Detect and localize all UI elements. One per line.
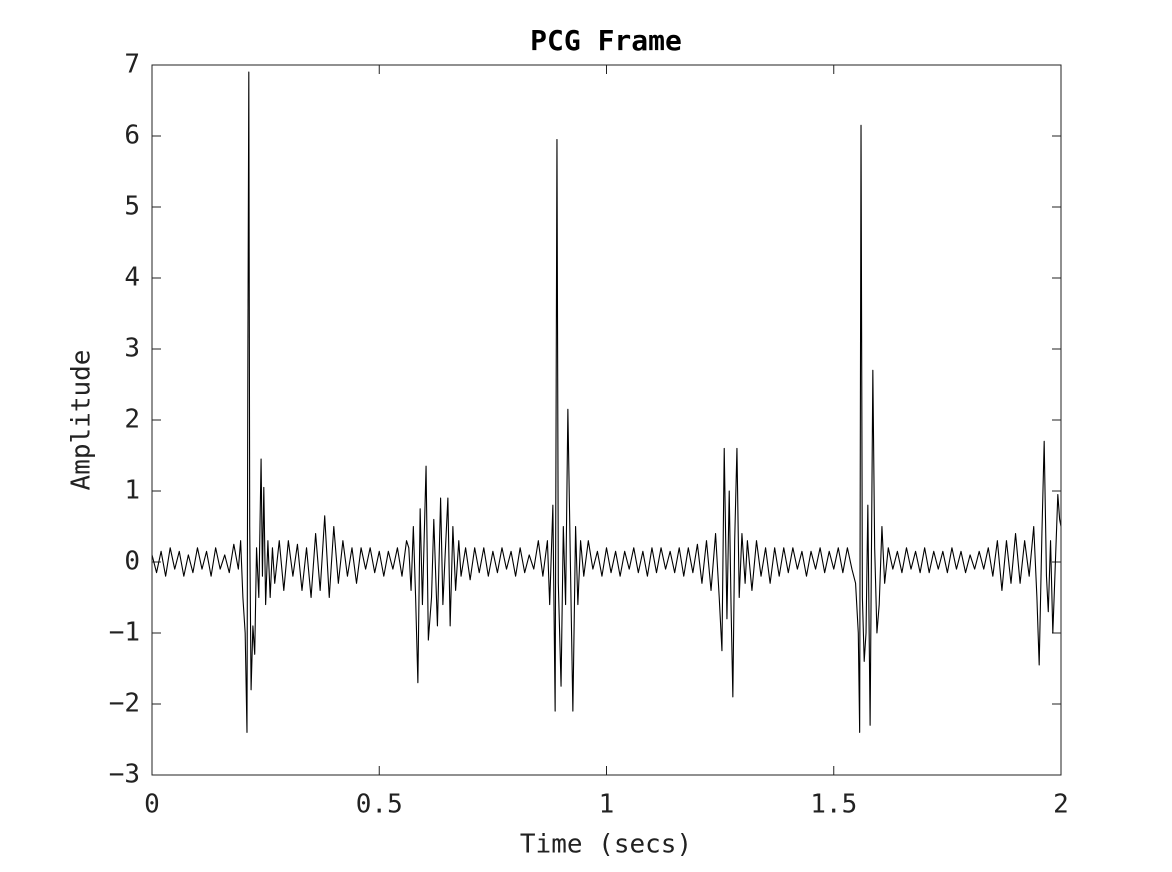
x-tick-label: 1 (599, 790, 615, 820)
y-tick-label: 5 (124, 192, 140, 222)
y-tick-label: 4 (124, 263, 140, 293)
y-tick-label: 6 (124, 121, 140, 151)
signal-line (151, 71, 1062, 733)
x-tick-label: 2 (1053, 790, 1069, 820)
y-tick-label: −2 (109, 689, 140, 719)
x-tick-label: 1.5 (810, 790, 857, 820)
y-axis-label: Amplitude (67, 350, 97, 491)
y-tick-label: −3 (109, 760, 140, 790)
x-tick-label: 0 (144, 790, 160, 820)
y-tick-label: 1 (124, 476, 140, 506)
y-tick-label: −1 (109, 618, 140, 648)
y-tick-label: 2 (124, 405, 140, 435)
x-axis-label: Time (secs) (520, 830, 692, 860)
y-tick-label: 7 (124, 50, 140, 80)
chart-title: PCG Frame (530, 24, 682, 57)
axes-box (151, 64, 1062, 776)
y-tick-label: 0 (124, 547, 140, 577)
y-tick-label: 3 (124, 334, 140, 364)
x-tick-label: 0.5 (356, 790, 403, 820)
